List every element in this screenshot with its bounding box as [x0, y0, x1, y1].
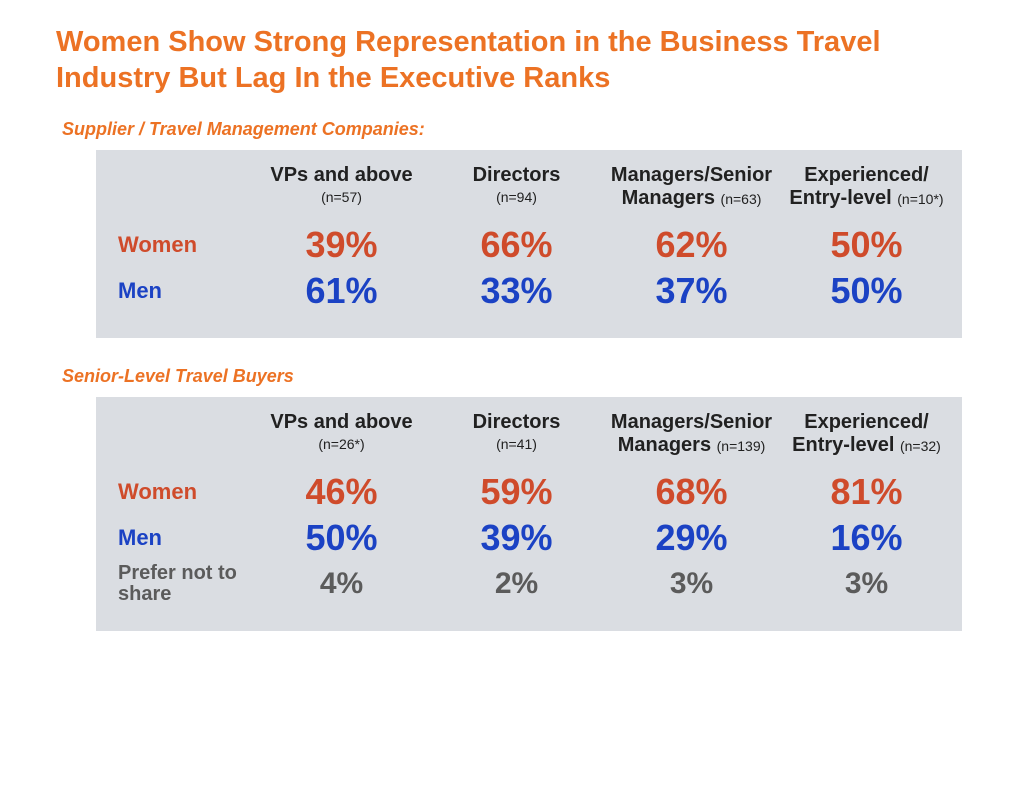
women-val-3: 50%	[779, 224, 954, 266]
women-val-2: 68%	[604, 471, 779, 513]
men-val-2: 37%	[604, 270, 779, 312]
women-val-2: 62%	[604, 224, 779, 266]
section1-women-row: Women 39% 66% 62% 50%	[104, 224, 954, 266]
section1-col0-header: VPs and above (n=57)	[254, 164, 429, 205]
section1-header-row: VPs and above (n=57) Directors (n=94) Ma…	[104, 164, 954, 210]
women-label: Women	[104, 479, 254, 505]
col-n: (n=32)	[900, 438, 941, 454]
men-val-0: 61%	[254, 270, 429, 312]
pns-val-2: 3%	[604, 567, 779, 601]
section2-women-row: Women 46% 59% 68% 81%	[104, 471, 954, 513]
section1-men-row: Men 61% 33% 37% 50%	[104, 270, 954, 312]
women-val-0: 46%	[254, 471, 429, 513]
section2-col2-header: Managers/Senior Managers (n=139)	[604, 411, 779, 457]
women-val-3: 81%	[779, 471, 954, 513]
men-label: Men	[104, 278, 254, 304]
section1-col3-header: Experienced/ Entry-level (n=10*)	[779, 164, 954, 210]
col-n: (n=10*)	[897, 191, 943, 207]
section2-label: Senior-Level Travel Buyers	[62, 366, 976, 387]
women-val-1: 59%	[429, 471, 604, 513]
section1-col2-header: Managers/Senior Managers (n=63)	[604, 164, 779, 210]
col-n: (n=63)	[721, 191, 762, 207]
col-title: VPs and above	[270, 411, 412, 433]
page-title: Women Show Strong Representation in the …	[56, 24, 976, 97]
men-label: Men	[104, 525, 254, 551]
col-n: (n=57)	[258, 189, 425, 205]
col-title: Directors	[473, 164, 561, 186]
men-val-3: 16%	[779, 517, 954, 559]
pns-label: Prefer not to share	[104, 563, 254, 605]
section1-panel: VPs and above (n=57) Directors (n=94) Ma…	[96, 150, 962, 338]
col-n: (n=41)	[433, 436, 600, 452]
section2-men-row: Men 50% 39% 29% 16%	[104, 517, 954, 559]
col-title: Directors	[473, 411, 561, 433]
men-val-1: 39%	[429, 517, 604, 559]
section1-label: Supplier / Travel Management Companies:	[62, 119, 976, 140]
men-val-1: 33%	[429, 270, 604, 312]
col-n: (n=139)	[717, 438, 766, 454]
women-val-0: 39%	[254, 224, 429, 266]
men-val-0: 50%	[254, 517, 429, 559]
men-val-3: 50%	[779, 270, 954, 312]
section2-col1-header: Directors (n=41)	[429, 411, 604, 452]
section2-header-row: VPs and above (n=26*) Directors (n=41) M…	[104, 411, 954, 457]
section2-panel: VPs and above (n=26*) Directors (n=41) M…	[96, 397, 962, 631]
men-val-2: 29%	[604, 517, 779, 559]
col-n: (n=26*)	[258, 436, 425, 452]
pns-val-3: 3%	[779, 567, 954, 601]
pns-val-0: 4%	[254, 567, 429, 601]
women-val-1: 66%	[429, 224, 604, 266]
women-label: Women	[104, 232, 254, 258]
section2-pns-row: Prefer not to share 4% 2% 3% 3%	[104, 563, 954, 605]
col-n: (n=94)	[433, 189, 600, 205]
section1-col1-header: Directors (n=94)	[429, 164, 604, 205]
col-title: VPs and above	[270, 164, 412, 186]
section2-col0-header: VPs and above (n=26*)	[254, 411, 429, 452]
pns-val-1: 2%	[429, 567, 604, 601]
section2-col3-header: Experienced/ Entry-level (n=32)	[779, 411, 954, 457]
